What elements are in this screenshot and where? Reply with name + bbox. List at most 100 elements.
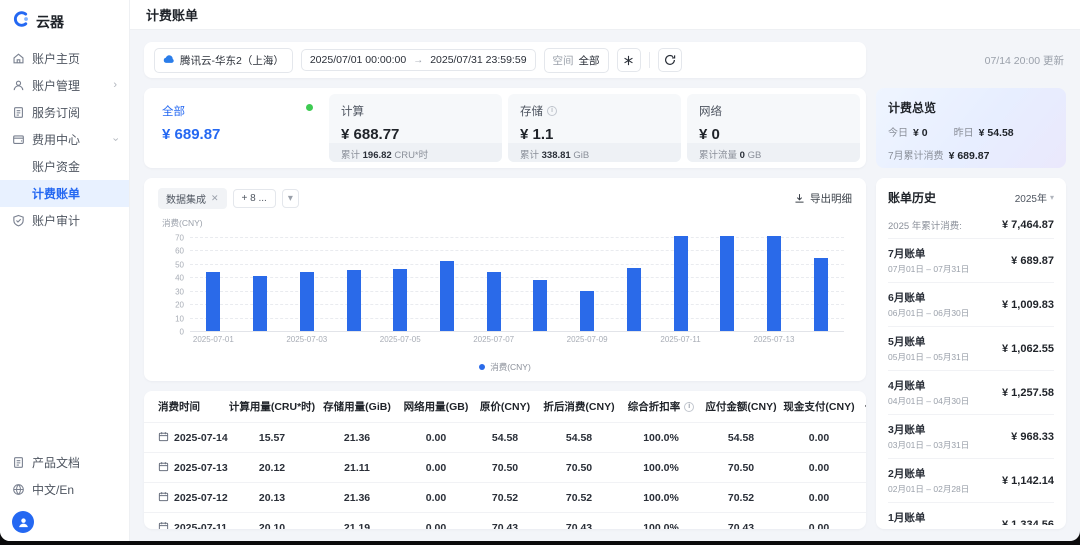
history-item[interactable]: 4月账单 04月01日 – 04月30日 ¥ 1,257.58 [888,370,1054,414]
chevron-down-icon[interactable]: ▾ [281,189,299,208]
account-manage-icon [12,79,25,92]
table-row[interactable]: 2025-07-12 20.13 21.36 0.00 70.52 70.52 100.0%… [144,483,866,513]
sidebar-item-billing-center[interactable]: 费用中心 › [0,126,129,153]
service-subscription-icon [12,106,25,119]
provider-value: 腾讯云-华东2（上海） [180,54,284,67]
history-item[interactable]: 7月账单 07月01日 – 07月31日 ¥ 689.87 [888,238,1054,282]
summary-amount: ¥ 0 [699,126,720,143]
sidebar-item-account-home[interactable]: 账户主页 [0,45,129,72]
table-body: 2025-07-14 15.57 21.36 0.00 54.58 54.58 100.0%… [144,423,866,529]
table-row[interactable]: 2025-07-14 15.57 21.36 0.00 54.58 54.58 100.0%… [144,423,866,453]
bill-history-card: 账单历史 2025年 ▾ 2025 年累计消费: ¥ 7,464.87 7月账单… [876,178,1066,529]
summary-card-network[interactable]: 网络 ¥ 0 累计流量 0 GB [687,94,860,162]
summary-card-compute[interactable]: 计算 ¥ 688.77 累计 196.82 CRU*时 [329,94,502,162]
bar-series: 2025-07-01 2025-07-03 2025-07-05 2025-07-07… [190,236,844,344]
bar-2025-07-03[interactable]: 2025-07-03 [283,237,330,344]
summary-amount: ¥ 1.1 [520,126,554,143]
snowflake-icon[interactable] [616,48,641,72]
history-item[interactable]: 2月账单 02月01日 – 02月28日 ¥ 1,142.14 [888,458,1054,502]
status-dot-icon [306,104,313,111]
bar-2025-07-08[interactable] [517,237,564,331]
bar-2025-07-02[interactable] [237,237,284,331]
column-header[interactable]: 现金支付(CNY) [783,401,855,413]
history-item[interactable]: 5月账单 05月01日 – 05月31日 ¥ 1,062.55 [888,326,1054,370]
chart-legend[interactable]: 消费(CNY) [158,361,852,373]
summary-card-all[interactable]: 全部 ¥ 689.87 [150,94,323,162]
language-switch-icon [12,483,25,496]
table-header-row: 消费时间 计算用量(CRU*时) 存储用量(GiB) 网络用量(GB) 原价(CNY) 折… [144,391,866,423]
column-header[interactable]: 代金券抵扣(CNY) [856,399,866,414]
user-avatar[interactable] [12,511,34,533]
sidebar-item-account-audit[interactable]: 账户审计 [0,207,129,234]
cloud-icon [163,54,175,67]
bar-2025-07-05[interactable]: 2025-07-05 [377,237,424,344]
bar-2025-07-09[interactable]: 2025-07-09 [564,237,611,344]
space-select[interactable]: 空间 全部 [543,47,609,73]
x-tick-label: 2025-07-05 [379,335,421,344]
column-header[interactable]: 原价(CNY) [479,401,531,413]
column-header[interactable]: 网络用量(GB) [403,401,469,413]
year-select[interactable]: 2025年 ▾ [1014,193,1054,205]
bar-2025-07-11[interactable]: 2025-07-11 [657,236,704,344]
info-icon: i [547,106,557,116]
history-item[interactable]: 6月账单 06月01日 – 06月30日 ¥ 1,009.83 [888,282,1054,326]
top-bar: 计费账单 [130,0,1080,30]
sidebar-footer: 产品文档 中文/En [0,449,129,503]
export-details-button[interactable]: 导出明细 [794,191,852,206]
history-item[interactable]: 1月账单01月01日 – 01月31日¥ 1,334.56 [888,502,1054,525]
table-row[interactable]: 2025-07-11 20.10 21.19 0.00 70.43 70.43 100.0%… [144,513,866,529]
x-tick-label: 2025-07-07 [473,335,515,344]
content: 腾讯云-华东2（上海） 2025/07/01 00:00:00 → 2025/0… [130,30,1080,541]
consumption-chart-card: 数据集成 ✕ + 8 ... ▾ 导出明细 消费(CNY) 0 10 20 30 40 5… [144,178,866,381]
billing-center-icon [12,133,25,146]
overview-title: 计费总览 [888,101,937,115]
date-start: 2025/07/01 00:00:00 [309,54,407,66]
sidebar: 云器 账户主页 账户管理 › 服务订阅 费用中心 › 账户资金计费账单 账户审计 产品文档 中文… [0,0,130,541]
more-tags[interactable]: + 8 ... [232,189,276,208]
legend-dot-icon [479,364,486,370]
bar-2025-07-01[interactable]: 2025-07-01 [190,237,237,344]
column-header[interactable]: 应付金额(CNY) [705,401,777,413]
sidebar-item-account-funds[interactable]: 账户资金 [32,160,81,174]
gridline: 20 [175,301,844,310]
gridline: 60 [175,247,844,256]
bar-2025-07-06[interactable] [424,237,471,331]
bar-2025-07-10[interactable] [610,237,657,331]
x-tick-label: 2025-07-01 [192,335,234,344]
calendar-icon [158,431,169,445]
history-item[interactable]: 3月账单 03月01日 – 03月31日 ¥ 968.33 [888,414,1054,458]
column-header[interactable]: 折后消费(CNY) [543,401,615,413]
product-docs-icon [12,456,25,469]
summary-card-storage[interactable]: 存储 i ¥ 1.1 累计 338.81 GiB [508,94,681,162]
yesterday-value: ¥ 54.58 [978,127,1014,139]
sidebar-item-billing-bill[interactable]: 计费账单 [0,180,129,207]
refresh-icon[interactable] [657,48,682,72]
summary-meta: 累计 338.81 GiB [508,143,681,162]
column-header[interactable]: 综合折扣率 i [622,399,700,414]
bar-chart: 消费(CNY) 0 10 20 30 40 50 60 70 2025-07-01 2025-07… [162,218,848,345]
billing-overview-card: 计费总览 今日 ¥ 0 昨日 ¥ 54.58 7月累计消费 ¥ 689.87 [876,88,1066,168]
brand[interactable]: 云器 [0,8,129,45]
summary-amount: ¥ 689.87 [162,126,221,143]
column-header[interactable]: 消费时间 [158,401,200,413]
bar-2025-07-14[interactable] [797,237,844,331]
sidebar-item-service-subscription[interactable]: 服务订阅 [0,99,129,126]
sidebar-item-account-manage[interactable]: 账户管理 › [0,72,129,99]
close-icon[interactable]: ✕ [211,193,219,203]
filter-tag[interactable]: 数据集成 ✕ [158,188,227,209]
column-header[interactable]: 计算用量(CRU*时) [228,401,316,413]
column-header[interactable]: 存储用量(GiB) [323,401,391,413]
bar-2025-07-04[interactable] [330,237,377,331]
provider-select[interactable]: 腾讯云-华东2（上海） [154,47,293,73]
bar-2025-07-13[interactable]: 2025-07-13 [751,236,798,344]
overview-day-row: 今日 ¥ 0 昨日 ¥ 54.58 [888,127,1014,139]
month-value: ¥ 689.87 [948,150,990,162]
date-range-picker[interactable]: 2025/07/01 00:00:00 → 2025/07/31 23:59:5… [300,49,536,71]
table-row[interactable]: 2025-07-13 20.12 21.11 0.00 70.50 70.50 100.0%… [144,453,866,483]
gridline: 50 [175,260,844,269]
bar-2025-07-07[interactable]: 2025-07-07 [470,237,517,344]
bar-2025-07-12[interactable] [704,236,751,331]
gridline: 30 [175,287,844,296]
sidebar-item-product-docs[interactable]: 产品文档 [0,449,129,476]
sidebar-item-language-switch[interactable]: 中文/En [0,476,129,503]
